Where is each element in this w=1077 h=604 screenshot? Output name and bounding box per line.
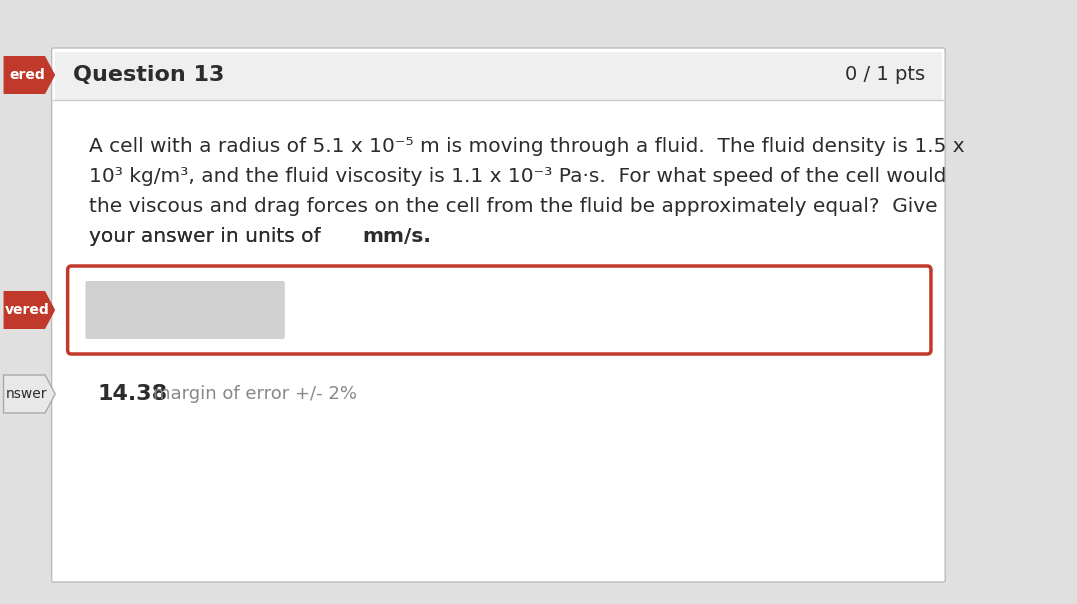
Text: margin of error +/- 2%: margin of error +/- 2% — [153, 385, 358, 403]
Text: vered: vered — [4, 303, 50, 317]
Text: the viscous and drag forces on the cell from the fluid be approximately equal?  : the viscous and drag forces on the cell … — [89, 197, 938, 216]
Text: ered: ered — [9, 68, 45, 82]
FancyBboxPatch shape — [85, 281, 284, 339]
Text: 14.38: 14.38 — [98, 384, 168, 404]
FancyBboxPatch shape — [55, 52, 941, 100]
Text: nswer: nswer — [6, 387, 47, 401]
Text: your answer in units of: your answer in units of — [89, 227, 327, 246]
Polygon shape — [3, 291, 55, 329]
Polygon shape — [3, 56, 55, 94]
Text: A cell with a radius of 5.1 x 10⁻⁵ m is moving through a fluid.  The fluid densi: A cell with a radius of 5.1 x 10⁻⁵ m is … — [89, 137, 965, 156]
Text: Question 13: Question 13 — [73, 65, 224, 85]
FancyBboxPatch shape — [68, 266, 931, 354]
FancyBboxPatch shape — [52, 48, 946, 582]
Polygon shape — [3, 375, 55, 413]
Text: 0 / 1 pts: 0 / 1 pts — [845, 65, 925, 85]
Text: your answer in units of: your answer in units of — [89, 227, 327, 246]
Text: mm/s.: mm/s. — [362, 227, 431, 246]
Text: 10³ kg/m³, and the fluid viscosity is 1.1 x 10⁻³ Pa·s.  For what speed of the ce: 10³ kg/m³, and the fluid viscosity is 1.… — [89, 167, 947, 186]
